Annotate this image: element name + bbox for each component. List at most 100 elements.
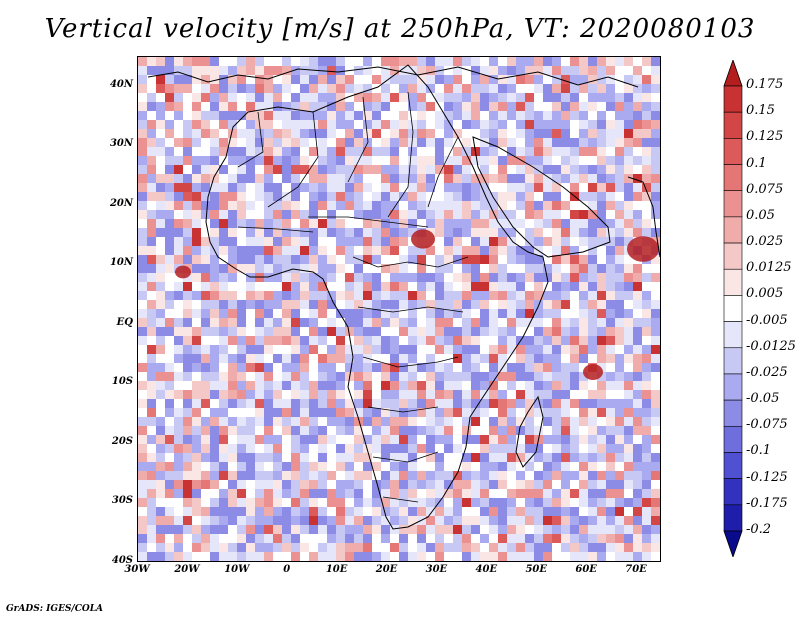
- field-cell: [210, 552, 219, 561]
- field-cell: [588, 291, 597, 300]
- field-cell: [219, 327, 228, 336]
- field-cell: [354, 237, 363, 246]
- field-cell: [453, 327, 462, 336]
- colorbar-tick-label: 0.005: [746, 286, 784, 302]
- field-cell: [444, 345, 453, 354]
- field-cell: [597, 399, 606, 408]
- field-cell: [552, 93, 561, 102]
- field-cell: [147, 462, 156, 471]
- field-cell: [453, 57, 462, 66]
- field-cell: [642, 57, 651, 66]
- field-cell: [480, 129, 489, 138]
- field-cell: [606, 84, 615, 93]
- field-cell: [165, 318, 174, 327]
- field-cell: [228, 516, 237, 525]
- field-cell: [147, 120, 156, 129]
- field-cell: [471, 84, 480, 93]
- field-cell: [633, 120, 642, 129]
- field-cell: [507, 399, 516, 408]
- field-cell: [498, 120, 507, 129]
- field-cell: [165, 264, 174, 273]
- field-cell: [579, 381, 588, 390]
- field-cell: [525, 408, 534, 417]
- field-cell: [471, 471, 480, 480]
- field-cell: [246, 462, 255, 471]
- field-cell: [147, 516, 156, 525]
- field-cell: [642, 111, 651, 120]
- field-cell: [390, 381, 399, 390]
- field-cell: [507, 228, 516, 237]
- field-cell: [543, 309, 552, 318]
- field-cell: [426, 336, 435, 345]
- field-cell: [381, 516, 390, 525]
- india-coastline: [627, 176, 660, 258]
- field-cell: [561, 462, 570, 471]
- field-cell: [516, 471, 525, 480]
- field-cell: [219, 534, 228, 543]
- field-cell: [246, 327, 255, 336]
- field-cell: [219, 480, 228, 489]
- field-cell: [462, 111, 471, 120]
- field-cell: [318, 84, 327, 93]
- field-cell: [543, 210, 552, 219]
- field-cell: [480, 174, 489, 183]
- field-cell: [471, 525, 480, 534]
- field-cell: [156, 246, 165, 255]
- field-cell: [570, 102, 579, 111]
- field-cell: [183, 273, 192, 282]
- field-cell: [651, 300, 660, 309]
- field-cell: [345, 444, 354, 453]
- field-cell: [570, 471, 579, 480]
- field-cell: [444, 183, 453, 192]
- field-cell: [651, 390, 660, 399]
- field-cell: [192, 426, 201, 435]
- field-cell: [300, 552, 309, 561]
- field-cell: [255, 516, 264, 525]
- field-cell: [462, 147, 471, 156]
- field-cell: [507, 354, 516, 363]
- field-cell: [165, 309, 174, 318]
- field-cell: [633, 102, 642, 111]
- field-cell: [462, 309, 471, 318]
- field-cell: [201, 318, 210, 327]
- field-cell: [300, 291, 309, 300]
- velocity-field-layer: [138, 57, 660, 561]
- field-cell: [228, 129, 237, 138]
- field-cell: [228, 57, 237, 66]
- field-cell: [552, 372, 561, 381]
- field-cell: [444, 516, 453, 525]
- field-cell: [381, 228, 390, 237]
- field-cell: [606, 102, 615, 111]
- field-cell: [138, 129, 147, 138]
- field-cell: [210, 219, 219, 228]
- field-cell: [399, 165, 408, 174]
- field-cell: [237, 174, 246, 183]
- field-cell: [588, 93, 597, 102]
- field-cell: [498, 399, 507, 408]
- field-cell: [183, 93, 192, 102]
- field-cell: [156, 408, 165, 417]
- field-cell: [309, 174, 318, 183]
- field-cell: [345, 552, 354, 561]
- field-cell: [570, 120, 579, 129]
- field-cell: [606, 129, 615, 138]
- field-cell: [372, 264, 381, 273]
- field-cell: [579, 93, 588, 102]
- field-cell: [516, 201, 525, 210]
- field-cell: [642, 408, 651, 417]
- field-cell: [300, 156, 309, 165]
- field-cell: [210, 381, 219, 390]
- field-cell: [165, 516, 174, 525]
- field-cell: [210, 489, 219, 498]
- field-cell: [147, 453, 156, 462]
- field-cell: [552, 480, 561, 489]
- field-cell: [525, 327, 534, 336]
- field-cell: [480, 336, 489, 345]
- field-cell: [552, 120, 561, 129]
- field-cell: [192, 57, 201, 66]
- field-cell: [165, 543, 174, 552]
- field-cell: [480, 381, 489, 390]
- field-cell: [165, 336, 174, 345]
- field-cell: [498, 210, 507, 219]
- field-cell: [561, 354, 570, 363]
